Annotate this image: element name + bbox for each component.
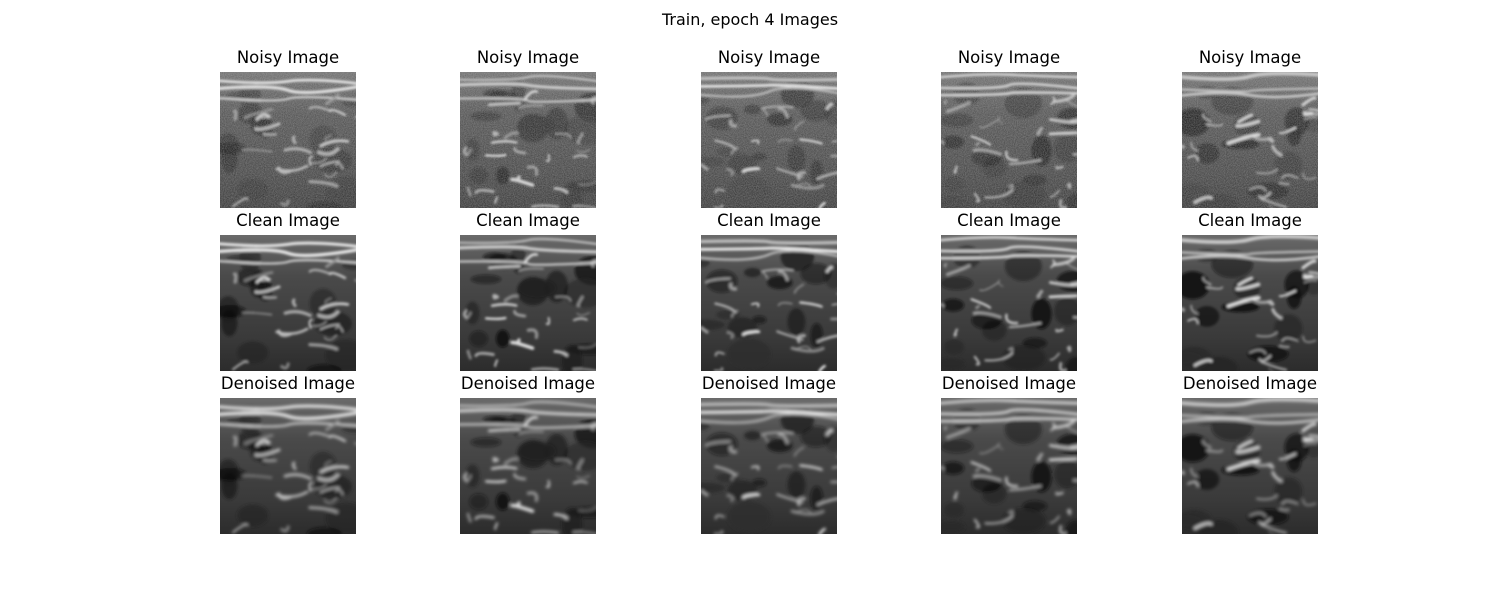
noisy-image [460,72,596,208]
denoised-image-title: Denoised Image [1182,374,1318,393]
clean-image [1182,235,1318,371]
noisy-image [220,72,356,208]
clean-image-title: Clean Image [717,211,821,230]
ultrasound-image [701,398,837,534]
noisy-image-title: Noisy Image [1198,48,1302,67]
clean-image-title: Clean Image [236,211,340,230]
figure-title: Train, epoch 4 Images [661,10,839,29]
clean-image-title: Clean Image [476,211,580,230]
ultrasound-image [1182,398,1318,534]
clean-image [701,235,837,371]
ultrasound-image [220,72,356,208]
noisy-image-title: Noisy Image [957,48,1061,67]
ultrasound-image [941,72,1077,208]
clean-image [941,235,1077,371]
denoised-image [1182,398,1318,534]
noisy-image-title: Noisy Image [717,48,821,67]
denoised-image [941,398,1077,534]
clean-image [220,235,356,371]
ultrasound-image [701,235,837,371]
ultrasound-image [701,72,837,208]
ultrasound-image [460,72,596,208]
denoised-image-title: Denoised Image [701,374,837,393]
clean-image [460,235,596,371]
noisy-image [941,72,1077,208]
ultrasound-image [1182,235,1318,371]
noisy-image [701,72,837,208]
ultrasound-image [460,398,596,534]
clean-image-title: Clean Image [957,211,1061,230]
ultrasound-image [941,235,1077,371]
ultrasound-image [1182,72,1318,208]
noisy-image-title: Noisy Image [236,48,340,67]
ultrasound-image [220,398,356,534]
ultrasound-image [220,235,356,371]
denoised-image-title: Denoised Image [460,374,596,393]
denoised-image [220,398,356,534]
denoised-image-title: Denoised Image [941,374,1077,393]
noisy-image-title: Noisy Image [476,48,580,67]
noisy-image [1182,72,1318,208]
clean-image-title: Clean Image [1198,211,1302,230]
denoised-image [701,398,837,534]
ultrasound-image [460,235,596,371]
denoised-image-title: Denoised Image [220,374,356,393]
ultrasound-image [941,398,1077,534]
denoised-image [460,398,596,534]
